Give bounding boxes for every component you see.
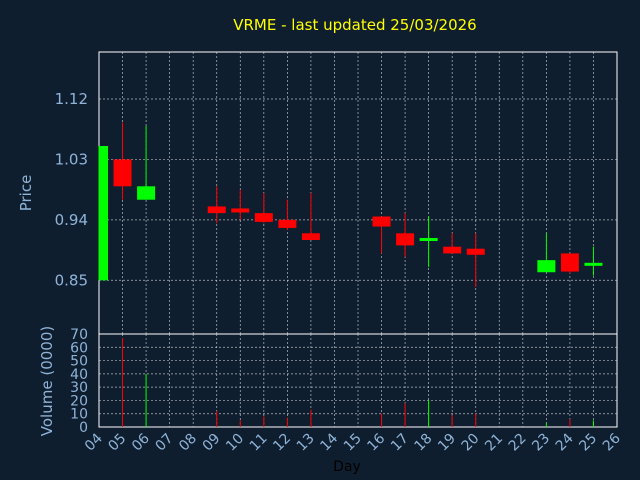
price-axis-label: Price	[17, 175, 35, 212]
candle-body-25	[584, 262, 603, 266]
chart-title: VRME - last updated 25/03/2026	[233, 16, 476, 34]
candle-body-17	[396, 233, 415, 246]
candle-body-12	[278, 219, 297, 228]
candle-body-19	[443, 246, 462, 254]
volume-tick-label: 20	[70, 393, 88, 409]
candle-body-11	[254, 213, 273, 222]
volume-tick-label: 60	[70, 340, 88, 356]
candle-body-18	[419, 237, 438, 241]
price-tick-label: 1.12	[55, 90, 88, 108]
volume-axis-label: Volume (0000)	[38, 326, 56, 436]
candle-body-05	[113, 159, 132, 187]
candle-body-16	[372, 216, 391, 227]
volume-tick-label: 30	[70, 380, 88, 396]
volume-tick-label: 10	[70, 407, 88, 423]
candle-body-09	[207, 206, 226, 214]
candle-body-10	[231, 208, 250, 213]
candle-body-23	[537, 260, 556, 273]
volume-tick-label: 70	[70, 327, 88, 343]
candle-series	[98, 122, 603, 287]
candle-body-20	[466, 248, 485, 255]
price-tick-labels: 0.85 0.94 1.03 1.12	[55, 90, 88, 289]
candle-body-13	[301, 233, 320, 240]
candle-body-24	[560, 253, 579, 272]
price-tick-label: 0.85	[55, 271, 88, 289]
price-tick-label: 0.94	[55, 211, 88, 229]
volume-tick-label: 50	[70, 354, 88, 370]
volume-tick-label: 40	[70, 367, 88, 383]
volume-series	[122, 337, 594, 427]
price-tick-label: 1.03	[55, 150, 88, 168]
candle-body-06	[137, 186, 156, 200]
day-tick-labels: 04 05 06 07 08 09 10 11 12 13 14 15 16 17 18 19 20 21 22 23…	[82, 430, 624, 454]
x-axis-label: Day	[333, 459, 361, 475]
candle-body-04	[99, 146, 108, 281]
volume-tick-label: 0	[79, 420, 88, 436]
